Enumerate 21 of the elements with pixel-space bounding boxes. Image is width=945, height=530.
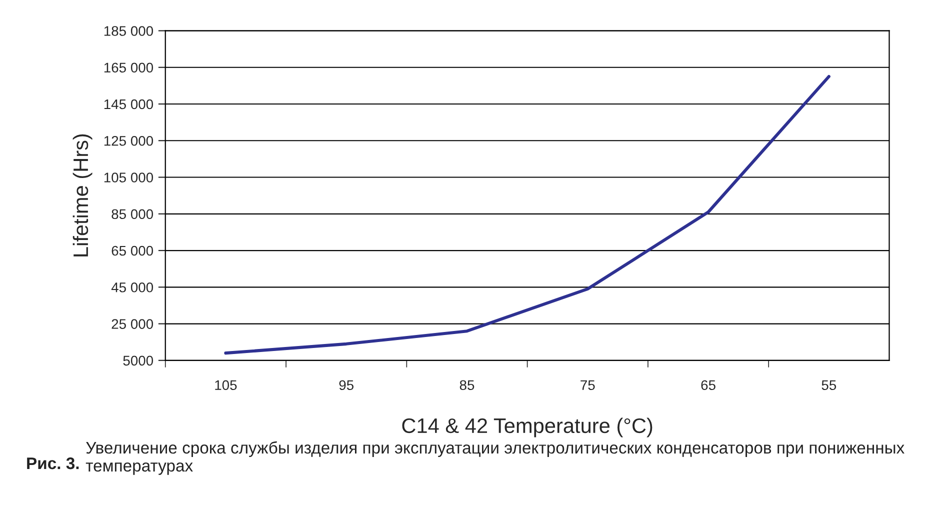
x-tick-label: 85 — [460, 380, 474, 390]
x-tick-label: 55 — [822, 380, 836, 390]
y-tick-label: 85 000 — [112, 209, 154, 220]
x-tick-label: 105 — [215, 380, 237, 390]
y-tick-label: 185 000 — [104, 26, 154, 36]
line-series — [224, 74, 830, 355]
y-tick-label: 5000 — [123, 356, 154, 366]
x-tick-label: 65 — [701, 380, 716, 390]
x-tick-label: 95 — [339, 380, 354, 390]
y-tick-label: 125 000 — [104, 136, 154, 146]
y-tick-label: 65 000 — [112, 246, 154, 256]
y-axis-title: Lifetime (Hrs) — [72, 134, 92, 256]
text: Рис. 3. — [27, 457, 79, 470]
text: Увеличение срока службы изделия при эксплуатации электролитических конденсаторов при пониженных температурах — [86, 441, 904, 475]
x-tick-label: 75 — [580, 380, 595, 390]
y-tick-label: 25 000 — [112, 319, 154, 329]
y-tick-label: 105 000 — [104, 172, 154, 182]
x-axis-title: C14 & 42 Temperature (°C) — [402, 418, 652, 438]
y-tick-label: 145 000 — [104, 99, 154, 110]
y-tick-label: 165 000 — [104, 62, 154, 73]
y-tick-label: 45 000 — [111, 282, 154, 292]
